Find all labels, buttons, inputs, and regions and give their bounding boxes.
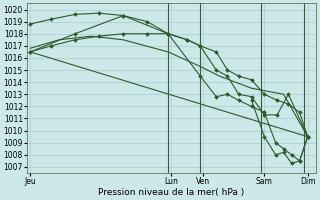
X-axis label: Pression niveau de la mer( hPa ): Pression niveau de la mer( hPa )	[98, 188, 244, 197]
